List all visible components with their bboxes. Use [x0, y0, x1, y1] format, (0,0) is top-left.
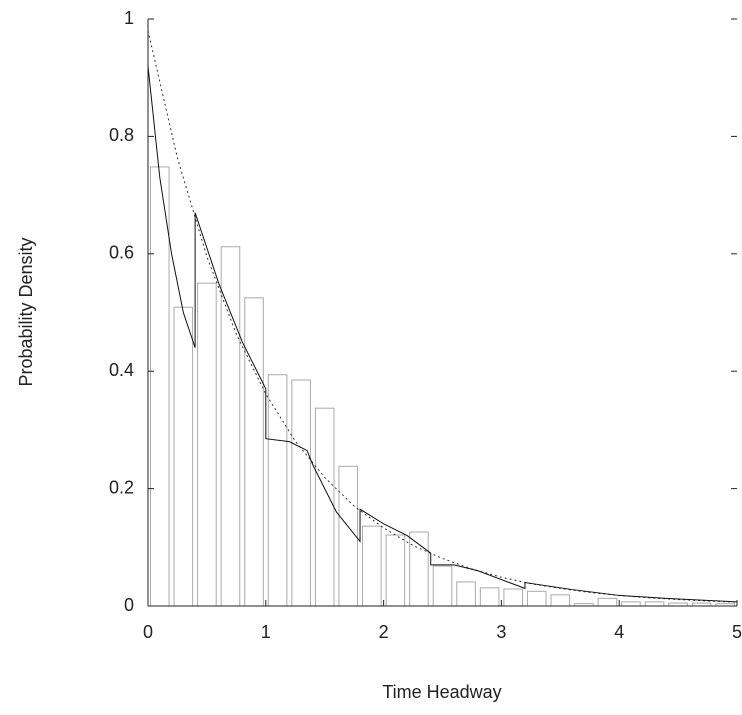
y-axis-label: Probability Density	[16, 237, 36, 386]
histogram-bar	[197, 282, 217, 607]
x-tick-label: 3	[496, 622, 506, 642]
histogram-bar	[314, 407, 335, 607]
x-tick-label: 2	[379, 622, 389, 642]
curve	[147, 65, 738, 603]
histogram-bar	[150, 166, 170, 607]
y-tick-label: 0	[124, 595, 134, 615]
x-tick-label: 4	[614, 622, 624, 642]
y-tick-label: 1	[124, 8, 134, 28]
x-tick-label: 1	[261, 622, 271, 642]
histogram-bar	[338, 465, 359, 607]
y-tick-label: 0.8	[109, 125, 134, 145]
y-tick-label: 0.4	[109, 360, 134, 380]
histogram-bar	[291, 379, 311, 607]
y-tick-label: 0.6	[109, 243, 134, 263]
histogram-bar	[597, 597, 618, 607]
histogram-bar	[526, 590, 547, 607]
histogram-bar	[409, 531, 429, 607]
histogram-bar	[267, 374, 288, 607]
histogram-bar	[362, 525, 382, 607]
histogram-bar	[479, 587, 500, 607]
histogram-bar	[456, 581, 476, 607]
x-tick-label: 5	[732, 622, 742, 642]
histogram-bar	[385, 534, 406, 607]
x-tick-label: 0	[143, 622, 153, 642]
histogram-bar	[550, 594, 571, 607]
histogram-bar	[503, 588, 523, 607]
curve	[147, 30, 738, 603]
histogram-bar	[621, 601, 641, 607]
histogram-bar	[244, 297, 264, 607]
y-tick-label: 0.2	[109, 477, 134, 497]
x-axis-label: Time Headway	[382, 682, 501, 702]
histogram-bar	[173, 306, 194, 607]
histogram-bar	[432, 565, 453, 607]
histogram-bar	[644, 601, 665, 607]
